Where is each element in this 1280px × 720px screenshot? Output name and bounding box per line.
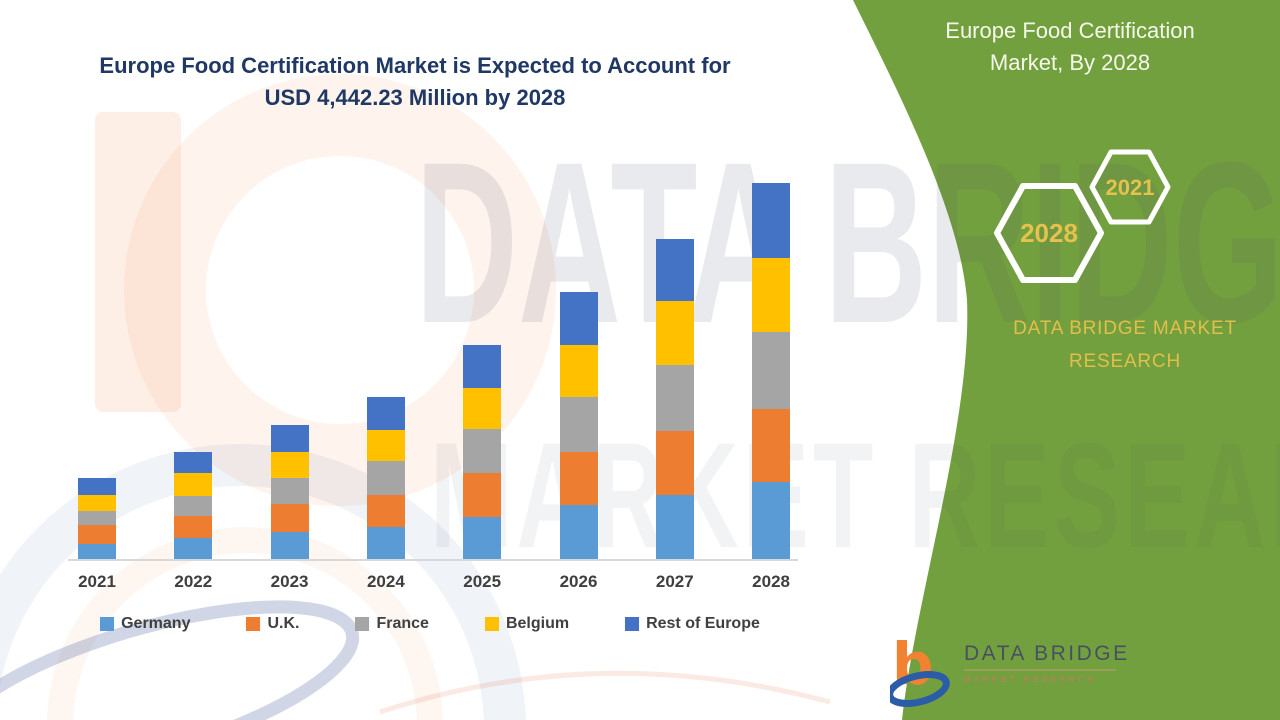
logo-b-glyph: b — [892, 632, 934, 698]
legend-item-u-k: U.K. — [246, 615, 299, 633]
bar-segment-rest-of-europe-2025 — [463, 345, 502, 388]
legend-label-u-k: U.K. — [267, 615, 300, 632]
logo-underline — [964, 669, 1116, 671]
bar-segment-rest-of-europe-2022 — [174, 452, 213, 473]
bar-segment-rest-of-europe-2021 — [78, 478, 116, 496]
watermark-circle-salmon — [47, 527, 443, 720]
legend-label-germany: Germany — [121, 615, 191, 632]
bar-segment-belgium-2027 — [655, 301, 694, 365]
bar-segment-u-k-2021 — [78, 525, 116, 544]
side-panel-title: Europe Food Certification Market, By 202… — [945, 18, 1195, 75]
bar-segment-rest-of-europe-2024 — [366, 396, 405, 430]
watermark-swoosh-blue — [0, 600, 360, 720]
bar-segment-france-2021 — [78, 511, 116, 526]
legend-label-belgium: Belgium — [505, 615, 570, 632]
bar-segment-rest-of-europe-2027 — [655, 238, 694, 301]
bar-segment-belgium-2026 — [559, 345, 598, 397]
x-axis-label-2025: 2025 — [463, 572, 502, 591]
watermark-circle-blue — [0, 444, 526, 720]
x-axis-label-2028: 2028 — [752, 572, 790, 591]
bar-segment-france-2024 — [366, 460, 405, 495]
watermark-arc-salmon — [379, 670, 831, 715]
legend-label-rest-of-europe: Rest of Europe — [646, 615, 760, 632]
logo-texts: DATA BRIDGE MARKET RESEARCH — [964, 642, 1130, 684]
bar-segment-germany-2027 — [655, 495, 694, 559]
watermark-b-stem — [95, 112, 181, 412]
bar-segment-france-2027 — [655, 365, 694, 432]
bar-segment-belgium-2025 — [463, 388, 502, 429]
bar-segment-germany-2022 — [174, 538, 213, 559]
legend-marker-u-k — [246, 617, 261, 631]
bar-segment-u-k-2024 — [366, 495, 405, 527]
databridge-logo: b DATA BRIDGE MARKET RESEARCH — [890, 632, 1130, 712]
brand-text: DATA BRIDGE MARKET RESEARCH — [1013, 318, 1237, 372]
chart-title: Europe Food Certification Market is Expe… — [0, 50, 830, 114]
chart-title-line1: Europe Food Certification Market is Expe… — [99, 53, 731, 78]
chart-legend: Germany U.K. France Belgium Rest of Europe — [55, 615, 805, 633]
side-panel-shape — [853, 0, 1280, 720]
legend-label-france: France — [376, 615, 429, 632]
bar-segment-germany-2021 — [78, 544, 116, 559]
bar-segment-u-k-2028 — [752, 409, 791, 482]
x-axis-label-2021: 2021 — [78, 572, 116, 591]
chart-title-line2: USD 4,442.23 Million by 2028 — [264, 85, 566, 110]
logo-wordmark: DATA BRIDGE — [964, 642, 1130, 665]
legend-item-germany: Germany — [100, 615, 190, 633]
legend-marker-rest-of-europe — [625, 617, 640, 631]
bar-segment-france-2026 — [559, 396, 598, 452]
bar-segment-u-k-2025 — [463, 473, 502, 517]
bar-segment-rest-of-europe-2028 — [752, 183, 791, 258]
x-axis-label-2027: 2027 — [655, 572, 694, 591]
bar-segment-germany-2028 — [752, 481, 791, 559]
legend-item-rest-of-europe: Rest of Europe — [625, 615, 760, 633]
legend-item-belgium: Belgium — [484, 615, 570, 633]
watermark-b-bowl — [124, 74, 556, 506]
databridge-logo-icon: b — [890, 632, 950, 707]
x-axis-label-2023: 2023 — [270, 572, 309, 591]
bar-segment-france-2025 — [463, 428, 502, 473]
x-axis-label-2026: 2026 — [559, 572, 598, 591]
bar-segment-france-2023 — [270, 477, 309, 504]
legend-marker-france — [355, 617, 370, 631]
bar-segment-belgium-2024 — [366, 430, 405, 461]
bar-segment-rest-of-europe-2026 — [559, 292, 598, 346]
bar-segment-rest-of-europe-2023 — [270, 425, 309, 452]
bar-segment-france-2028 — [752, 331, 791, 409]
legend-marker-belgium — [484, 617, 499, 631]
x-axis-line — [68, 559, 798, 561]
x-axis-label-2024: 2024 — [366, 572, 405, 591]
bar-segment-u-k-2027 — [655, 431, 694, 495]
logo-swoosh — [890, 671, 950, 707]
legend-marker-germany — [100, 617, 115, 631]
bar-segment-belgium-2021 — [78, 495, 116, 512]
bar-segment-belgium-2022 — [174, 473, 213, 497]
bar-segment-belgium-2028 — [752, 258, 791, 332]
bar-segment-france-2022 — [174, 496, 213, 516]
bar-segment-germany-2025 — [463, 517, 502, 559]
bar-segment-belgium-2023 — [270, 452, 309, 478]
legend-item-france: France — [355, 615, 429, 633]
bar-segment-u-k-2023 — [270, 503, 309, 532]
x-axis-label-2022: 2022 — [174, 572, 213, 591]
logo-tagline: MARKET RESEARCH — [964, 675, 1097, 684]
bar-segment-germany-2023 — [270, 531, 309, 559]
bar-segment-germany-2024 — [366, 527, 405, 559]
bar-segment-u-k-2026 — [559, 452, 598, 505]
bar-segment-germany-2026 — [559, 504, 598, 559]
bar-segment-u-k-2022 — [174, 516, 213, 538]
